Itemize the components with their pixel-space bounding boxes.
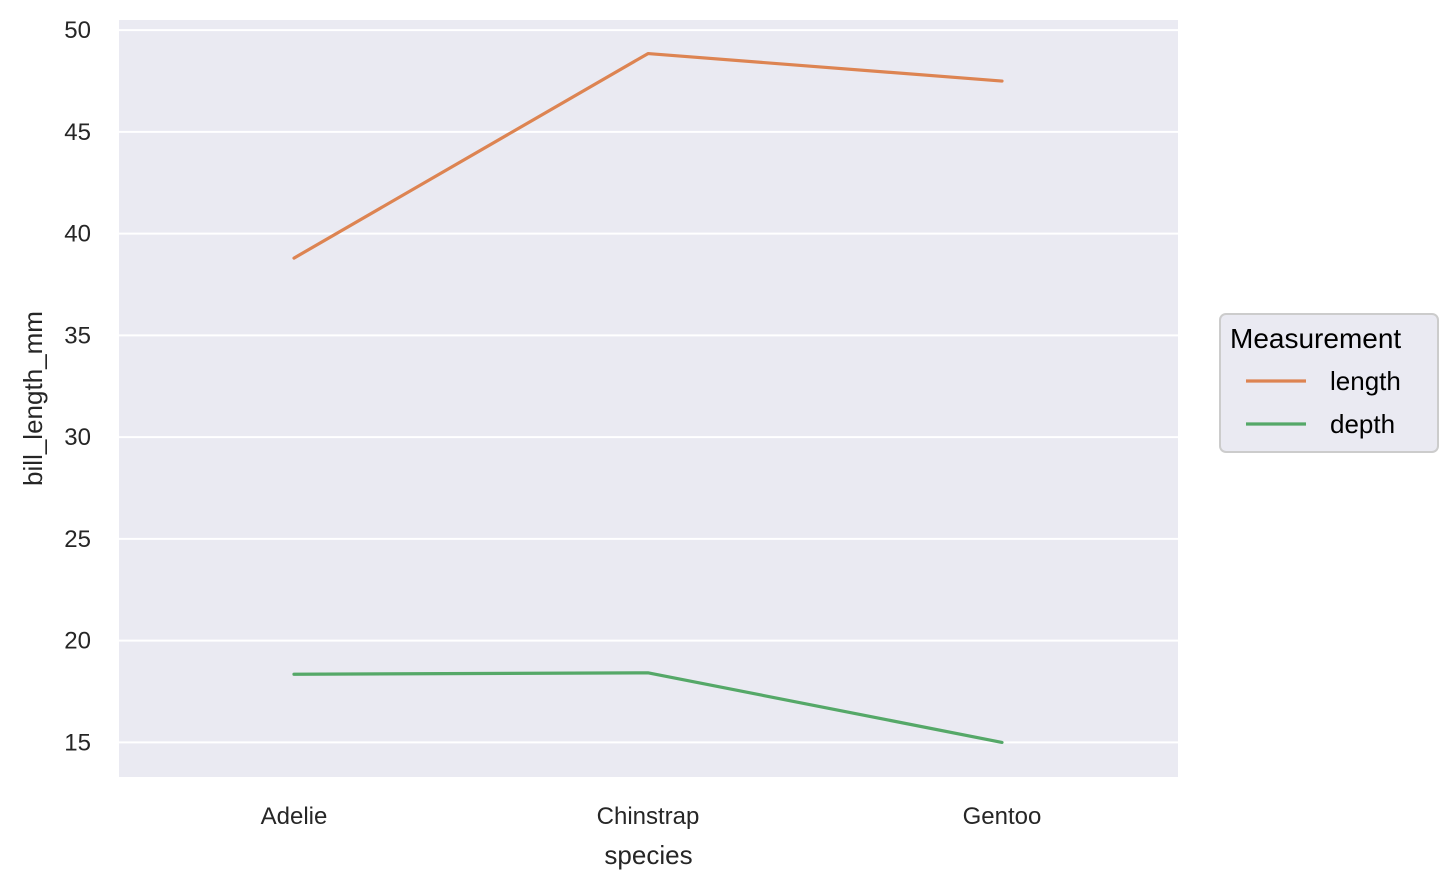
gridlines — [119, 29, 1178, 744]
y-tick-label: 15 — [64, 729, 91, 756]
y-axis-label: bill_length_mm — [18, 311, 48, 486]
x-tick-label: Gentoo — [963, 803, 1042, 830]
y-tick-label: 20 — [64, 628, 91, 655]
x-tick-label: Adelie — [261, 803, 328, 830]
y-tick-label: 45 — [64, 119, 91, 146]
y-tick-label: 30 — [64, 424, 91, 451]
y-tick-labels: 15 20 25 30 35 40 45 50 — [64, 17, 91, 756]
legend: Measurement length depth — [1219, 313, 1439, 453]
y-tick-label: 35 — [64, 322, 91, 349]
series-line-length — [292, 51, 1004, 260]
x-axis-label: species — [604, 840, 692, 870]
plot-area — [119, 20, 1178, 777]
legend-label-depth: depth — [1330, 409, 1395, 439]
legend-box — [1219, 313, 1439, 453]
y-tick-label: 50 — [64, 17, 91, 44]
y-tick-label: 25 — [64, 526, 91, 553]
legend-title: Measurement — [1230, 323, 1401, 354]
x-tick-label: Chinstrap — [597, 803, 700, 830]
series-line-depth — [292, 671, 1004, 745]
legend-label-length: length — [1330, 366, 1401, 396]
x-tick-labels: Adelie Chinstrap Gentoo — [261, 803, 1042, 830]
series-lines — [292, 51, 1004, 745]
y-tick-label: 40 — [64, 221, 91, 248]
